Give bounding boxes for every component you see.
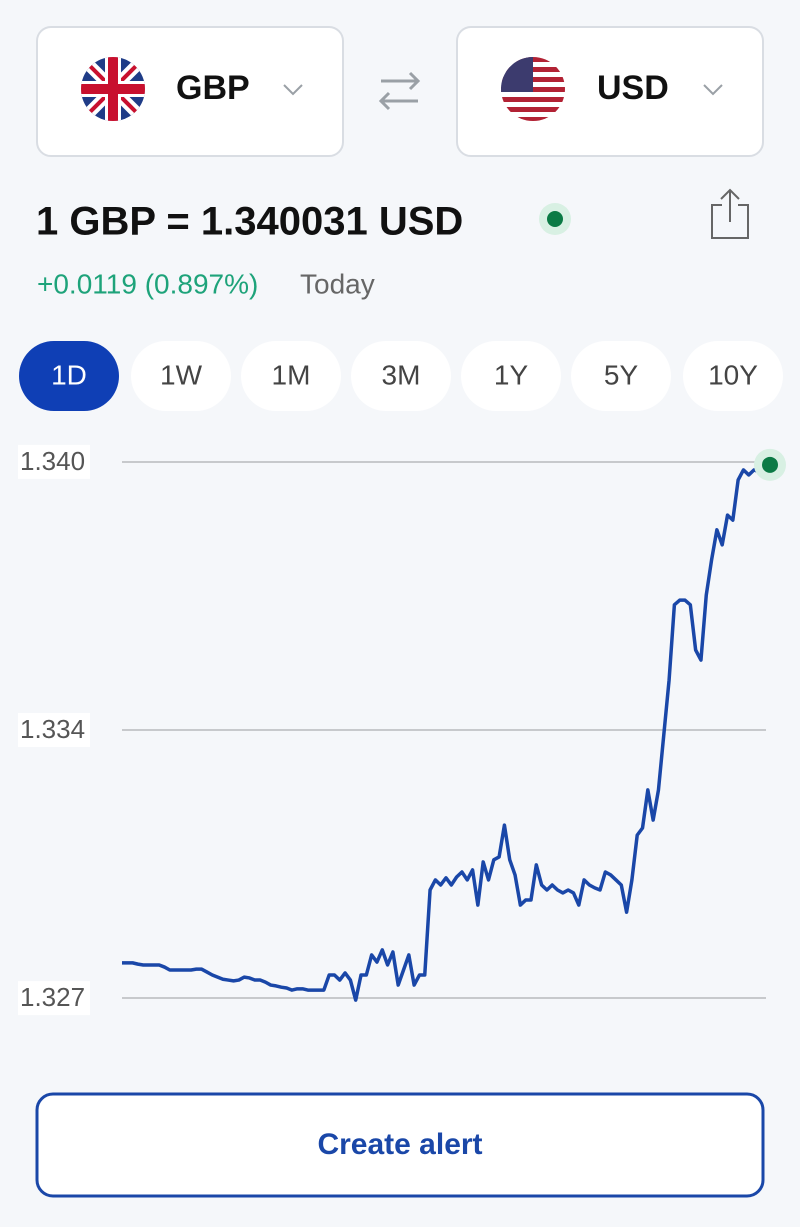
tab-pill[interactable] [131,341,231,411]
tab-label: 1D [51,359,87,390]
to-currency-selector[interactable]: USD [456,26,764,157]
y-tick-label: 1.334 [20,714,85,744]
change: +0.0119 (0.897%) [37,268,258,299]
tab-pill[interactable] [571,341,671,411]
to-code: USD [597,69,669,107]
end-marker [762,456,778,473]
period-tab[interactable]: 1D [19,341,119,411]
share-arrow-head [720,188,740,200]
button-label: Create alert [317,1128,482,1161]
tab-pill[interactable] [683,341,783,411]
y-tick-label: 1.340 [20,446,85,476]
live-dot [547,211,563,227]
period-tab[interactable]: 1Y [461,341,561,411]
chevron [283,84,303,96]
period-tab[interactable]: 3M [351,341,451,411]
period-tab[interactable]: 1W [131,341,231,411]
chart: 1.340 1.334 1.327 [18,444,786,1016]
from-currency-selector[interactable]: GBP [36,26,344,157]
tab-label: 3M [382,359,421,390]
tick-label-bg [18,713,90,747]
from-code: GBP [176,69,250,107]
tick-label-bg [18,981,90,1016]
button-box[interactable] [35,1092,765,1198]
tab-label: 1W [160,359,203,390]
share-button[interactable] [711,188,749,239]
tab-label: 1M [272,359,311,390]
uk-flag [81,57,145,121]
tab-pill[interactable] [461,341,561,411]
tab-label: 5Y [604,359,639,390]
period-tabs: 1D 1W 1M 3M 1Y 5Y 10Y [19,341,783,411]
period-tab[interactable]: 1M [241,341,341,411]
y-tick-label: 1.327 [20,982,85,1012]
period-tab[interactable]: 10Y [683,341,783,411]
change-period: Today [300,268,375,299]
price-line [122,463,771,1002]
create-alert-button[interactable]: Create alert [35,1092,765,1198]
tick-label-bg [18,444,90,479]
us-flag [501,57,565,121]
tab-pill[interactable] [19,341,119,411]
tab-label: 10Y [708,359,758,390]
swap-arrow-head [408,71,421,91]
rate: 1 GBP = 1.340031 USD [36,200,463,244]
period-tab[interactable]: 5Y [571,341,671,411]
tab-pill[interactable] [241,341,341,411]
swap-button[interactable] [378,71,421,111]
chevron [703,84,723,96]
share-box [711,204,749,239]
tab-label: 1Y [494,359,529,390]
tab-pill[interactable] [351,341,451,411]
swap-arrow-head [378,91,391,111]
